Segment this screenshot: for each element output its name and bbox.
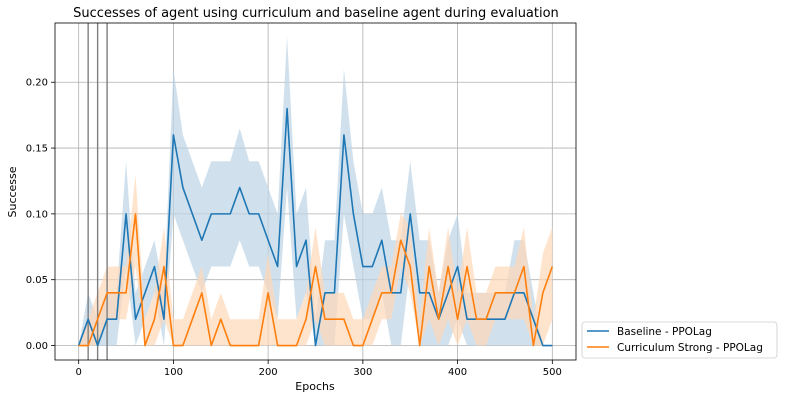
line-series-1 (78, 213, 554, 347)
x-tick-label: 500 (543, 367, 562, 378)
x-axis-label: Epochs (295, 380, 335, 393)
legend-label-curriculum: Curriculum Strong - PPOLag (617, 342, 763, 354)
y-axis-ticks: 0.00 0.05 0.10 0.15 0.20 (26, 78, 55, 352)
series-lines (77, 107, 554, 347)
legend-entry-baseline: Baseline - PPOLag (587, 326, 712, 338)
y-tick-label: 0.00 (26, 341, 48, 352)
band-series-1 (78, 174, 553, 346)
legend-box (581, 321, 778, 359)
x-tick-label: 400 (448, 367, 467, 378)
x-tick-label: 200 (259, 367, 278, 378)
chart-title: Successes of agent using curriculum and … (73, 6, 559, 21)
x-axis-ticks: 0 100 200 300 400 500 (75, 360, 562, 378)
y-tick-label: 0.05 (26, 275, 48, 286)
x-tick-label: 100 (164, 367, 183, 378)
y-tick-label: 0.10 (26, 209, 48, 220)
legend: Baseline - PPOLag Curriculum Strong - PP… (581, 321, 778, 359)
legend-entry-curriculum: Curriculum Strong - PPOLag (587, 342, 763, 354)
y-tick-label: 0.20 (26, 78, 48, 89)
x-tick-label: 0 (75, 367, 81, 378)
x-tick-label: 300 (353, 367, 372, 378)
line-series-0 (77, 107, 553, 347)
y-axis-label: Successe (6, 166, 19, 217)
legend-label-baseline: Baseline - PPOLag (617, 326, 712, 338)
plot-area (54, 22, 577, 361)
plot-frame (54, 22, 577, 361)
confidence-bands (78, 36, 553, 346)
y-tick-label: 0.15 (26, 144, 48, 155)
vertical-markers (87, 23, 108, 360)
